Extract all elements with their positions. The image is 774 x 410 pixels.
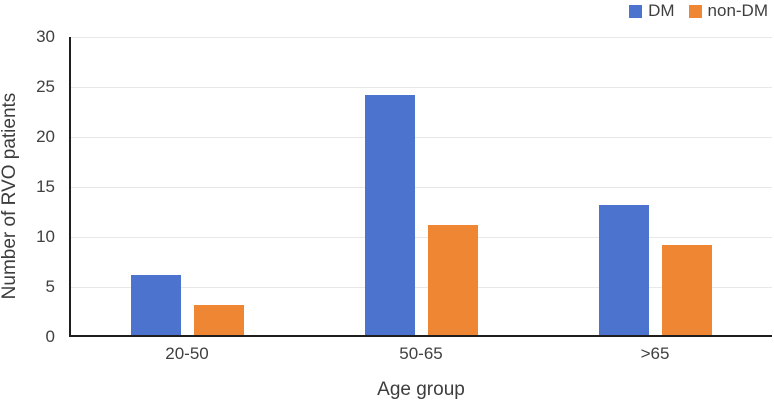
y-axis-line xyxy=(69,37,71,337)
legend-item-non-dm: non-DM xyxy=(688,1,768,21)
bar-dm->65 xyxy=(599,205,649,335)
x-axis-title: Age group xyxy=(377,379,465,400)
bar-dm-20-50 xyxy=(131,275,181,335)
gridline xyxy=(71,287,772,288)
x-tick-label: 50-65 xyxy=(399,344,443,363)
y-tick-label: 0 xyxy=(45,327,55,346)
bar-dm-50-65 xyxy=(365,95,415,335)
y-tick-label: 25 xyxy=(36,77,55,96)
bar-non-dm-50-65 xyxy=(428,225,478,335)
bar-non-dm-20-50 xyxy=(194,305,244,335)
gridline xyxy=(71,187,772,188)
legend-item-dm: DM xyxy=(629,1,675,21)
legend-swatch-icon xyxy=(688,4,702,18)
x-tick-label: 20-50 xyxy=(165,344,209,363)
plot-area xyxy=(70,37,772,337)
gridline xyxy=(71,87,772,88)
y-tick-label: 10 xyxy=(36,227,55,246)
gridline xyxy=(71,237,772,238)
legend-swatch-icon xyxy=(629,4,643,18)
gridline xyxy=(71,137,772,138)
y-tick-label: 15 xyxy=(36,177,55,196)
legend-label: DM xyxy=(648,1,675,20)
legend: DM non-DM xyxy=(629,1,768,21)
y-axis-title: Number of RVO patients xyxy=(0,92,20,300)
x-tick-label: >65 xyxy=(640,344,670,363)
y-tick-label: 20 xyxy=(36,127,55,146)
gridline xyxy=(71,37,772,38)
y-tick-label: 5 xyxy=(45,277,55,296)
x-axis-line xyxy=(69,335,772,337)
bar-non-dm->65 xyxy=(662,245,712,335)
legend-label: non-DM xyxy=(707,1,768,20)
y-tick-label: 30 xyxy=(36,27,55,46)
